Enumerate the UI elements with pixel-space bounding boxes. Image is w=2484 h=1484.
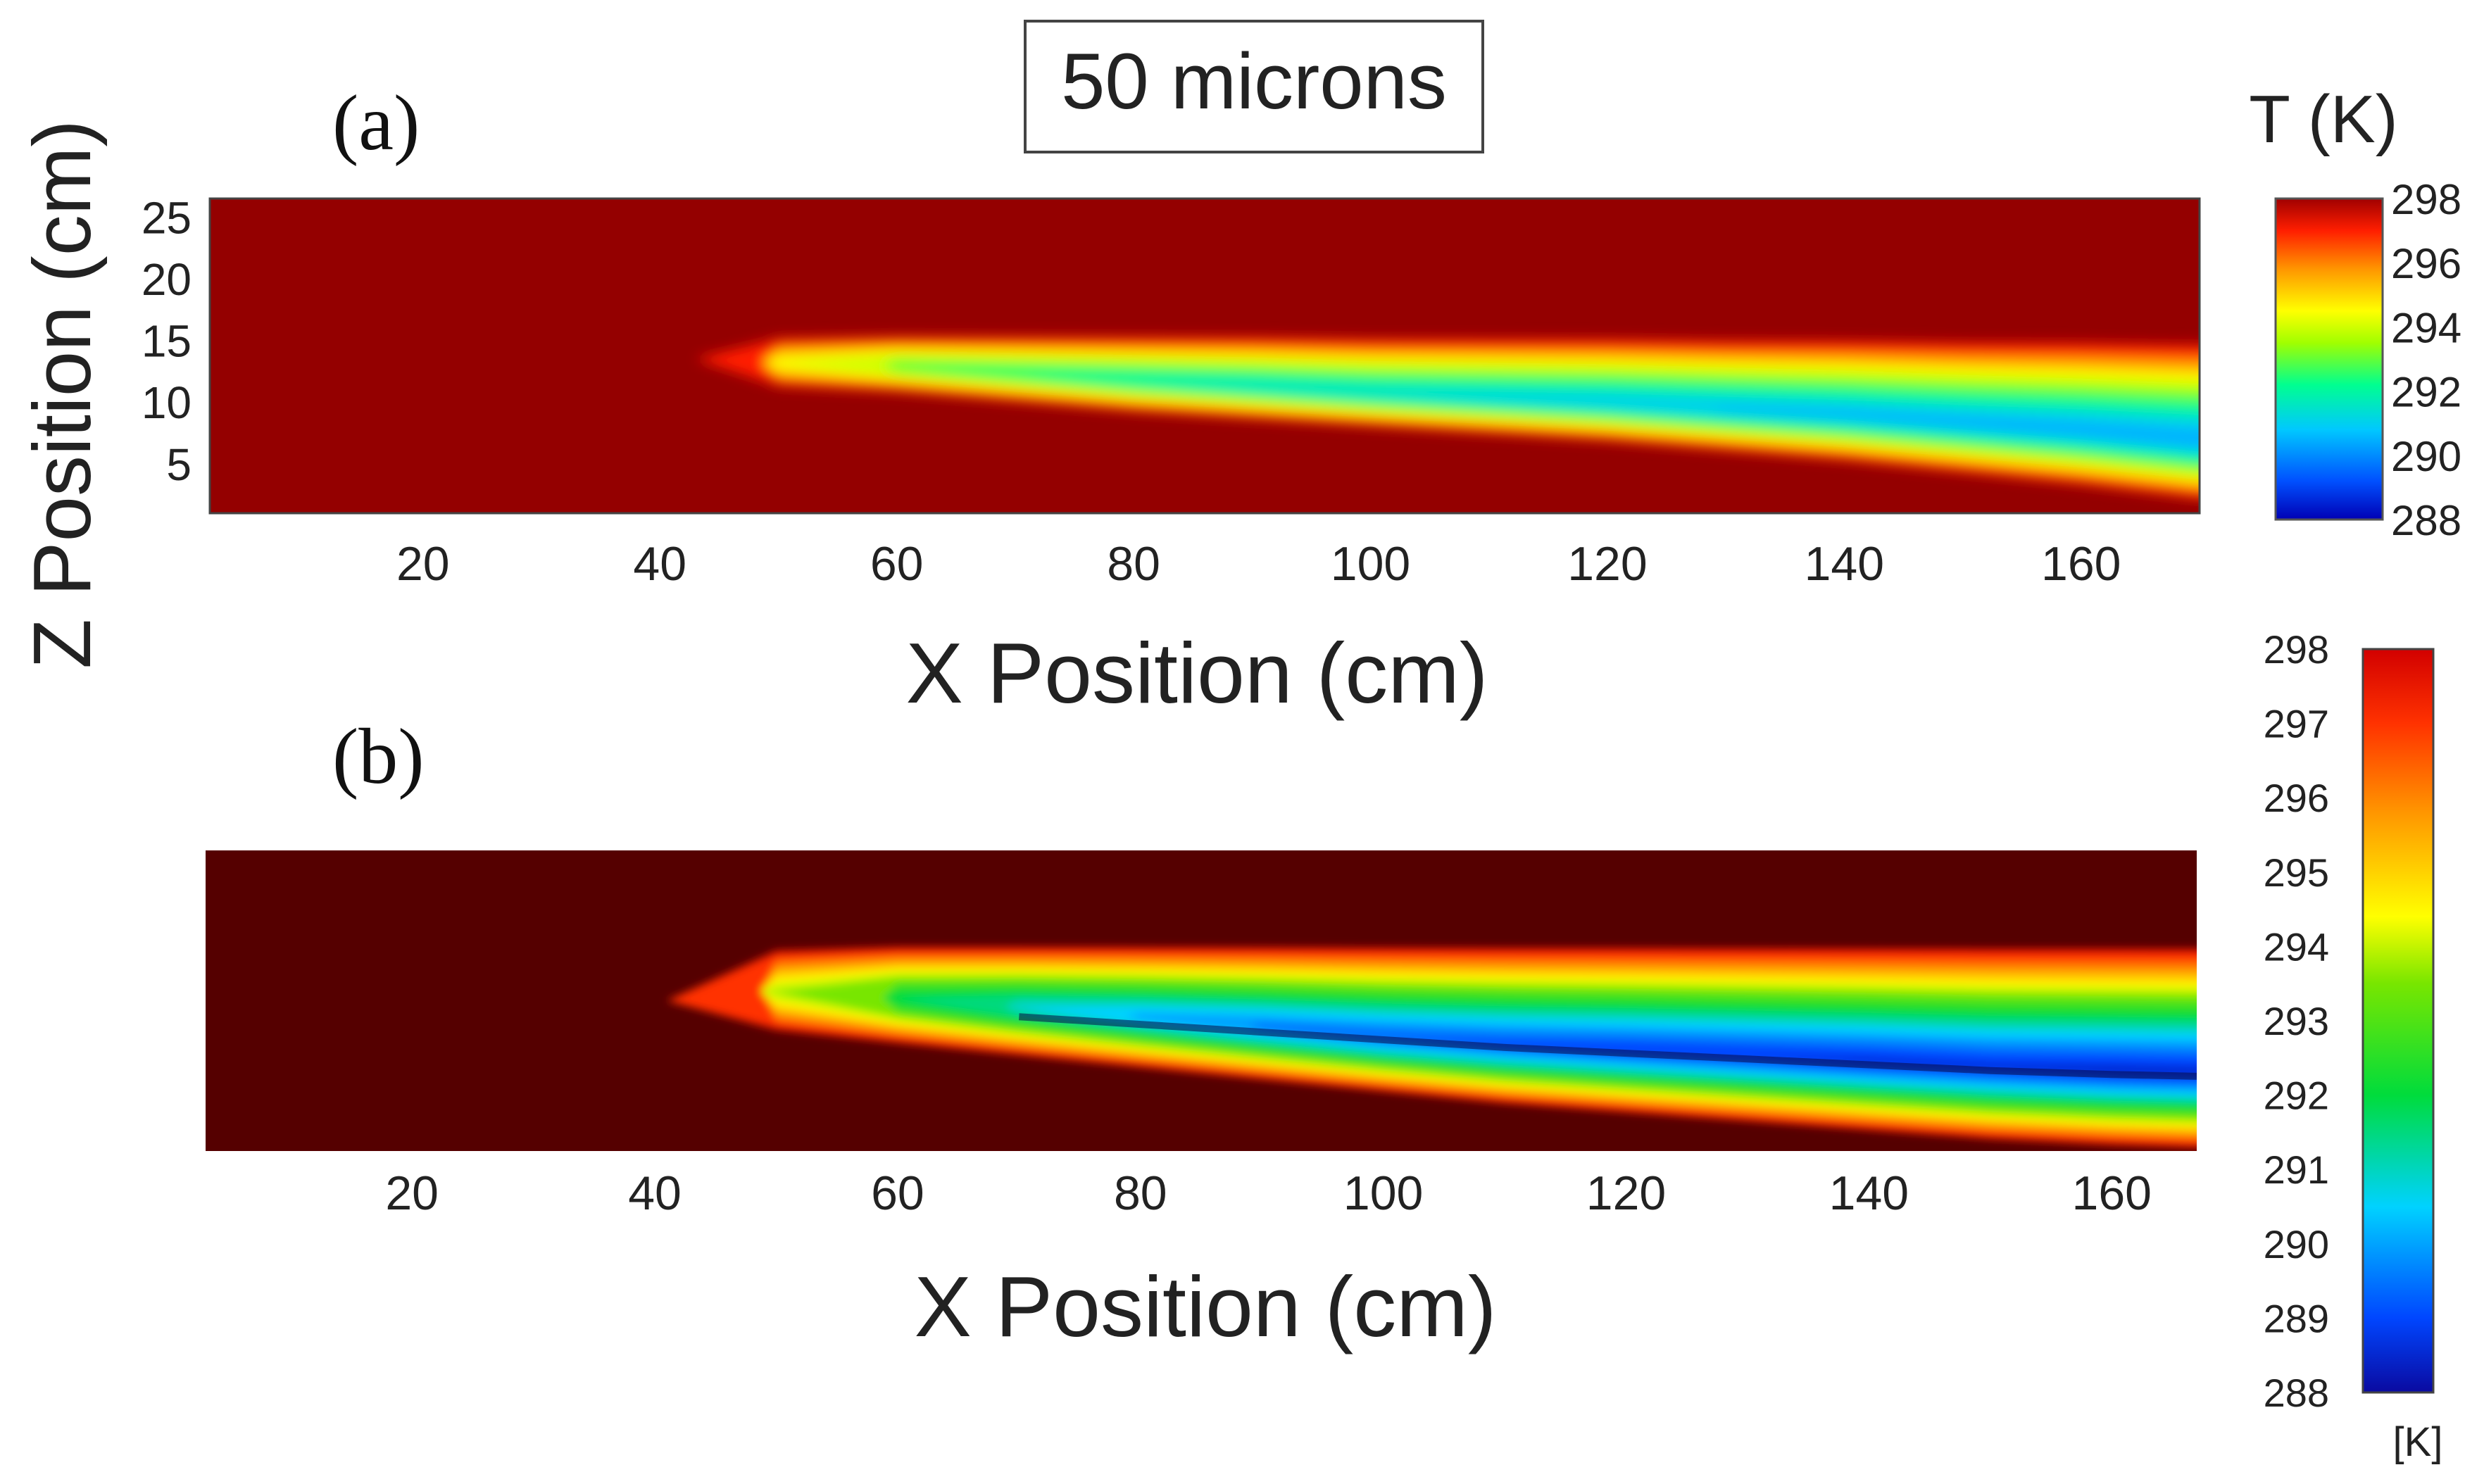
colorbar-tick-label: 288	[2264, 1371, 2329, 1415]
y-tick-label: 25	[142, 192, 192, 243]
cold-core-streak	[1018, 1013, 2197, 1080]
colorbar-ticks-a: 298 296 294 292 290 288	[2391, 176, 2461, 544]
x-tick-label: 140	[1829, 1167, 1909, 1220]
y-tick-label: 20	[142, 254, 192, 305]
panel-a: (a) Z Position (cm) 20 40 60 80 100 120 140 160…	[16, 80, 2201, 721]
y-tick-label: 10	[142, 377, 192, 428]
title-box-frame	[1024, 20, 1484, 153]
panel-b: (b) 20 40 60 80 100 120 140 160 X Position (cm)	[206, 713, 2197, 1354]
colorbar-tick-label: 288	[2391, 497, 2461, 544]
colorbar-tick-label: 292	[2391, 369, 2461, 416]
colorbar-b: 298 297 296 295 294 293 292 291 290 289 288 [K]	[2264, 627, 2443, 1465]
isotherm-290_5	[1710, 406, 2200, 448]
title-box: 50 microns	[1024, 20, 1484, 153]
x-axis-label-a: X Position (cm)	[905, 625, 1488, 721]
x-tick-label: 100	[1343, 1167, 1423, 1220]
plot-frame-a	[208, 197, 2201, 515]
x-tick-label: 20	[385, 1167, 439, 1220]
colorbar-tick-label: 293	[2264, 999, 2329, 1043]
colorbar-tick-label: 290	[2391, 433, 2461, 480]
colorbar-tick-label: 298	[2391, 176, 2461, 223]
x-tick-label: 120	[1586, 1167, 1666, 1220]
colorbar-title-a: T (K)	[2249, 82, 2398, 157]
colorbar-tick-label: 296	[2391, 240, 2461, 287]
colorbar-tick-label: 290	[2264, 1222, 2329, 1266]
x-tick-label: 40	[633, 537, 686, 591]
colorbar-tick-label: 298	[2264, 627, 2329, 672]
plume-b	[651, 947, 2197, 1148]
x-tick-label: 60	[871, 1167, 924, 1220]
colorbar-tick-label: 295	[2264, 850, 2329, 895]
x-tick-label: 120	[1567, 537, 1647, 591]
y-tick-label: 5	[166, 439, 192, 490]
colorbar-unit-b: [K]	[2393, 1419, 2443, 1465]
isotherm-292	[999, 373, 2200, 462]
y-axis-label-a: Z Position (cm)	[16, 120, 108, 669]
colorbar-tick-label: 292	[2264, 1074, 2329, 1118]
colorbar-tick-label: 294	[2391, 304, 2461, 351]
colorbar-tick-label: 294	[2264, 924, 2329, 969]
colorbar-ticks-b: 298 297 296 295 294 293 292 291 290 289 288	[2264, 627, 2329, 1415]
x-ticks-a: 20 40 60 80 100 120 140 160	[396, 537, 2121, 591]
colorbar-tick-label: 296	[2264, 776, 2329, 820]
x-tick-label: 40	[628, 1167, 682, 1220]
x-tick-label: 160	[2072, 1167, 2152, 1220]
title-box-text: 50 microns	[1061, 37, 1447, 125]
colorbar-tick-label: 291	[2264, 1147, 2329, 1192]
panel-label-a: (a)	[332, 80, 420, 167]
y-ticks-a: 5 10 15 20 25	[142, 192, 192, 490]
colorbar-a: T (K) 298 296 294 292 290 288	[2249, 82, 2461, 544]
x-ticks-b: 20 40 60 80 100 120 140 160	[385, 1167, 2152, 1220]
colorbar-gradient-b	[2361, 648, 2435, 1394]
x-axis-label-b: X Position (cm)	[914, 1259, 1496, 1354]
x-tick-label: 80	[1107, 537, 1160, 591]
x-tick-label: 160	[2041, 537, 2121, 591]
plume-a	[679, 335, 2200, 501]
x-tick-label: 60	[870, 537, 924, 591]
isotherm-292_5	[881, 366, 2200, 465]
y-tick-label: 15	[142, 316, 192, 367]
x-tick-label: 100	[1331, 537, 1410, 591]
x-tick-label: 140	[1805, 537, 1884, 591]
colorbar-gradient-a	[2274, 197, 2384, 521]
colorbar-tick-label: 297	[2264, 702, 2329, 746]
x-tick-label: 80	[1114, 1167, 1167, 1220]
x-tick-label: 20	[396, 537, 450, 591]
panel-label-b: (b)	[332, 713, 425, 800]
colorbar-tick-label: 289	[2264, 1296, 2329, 1340]
